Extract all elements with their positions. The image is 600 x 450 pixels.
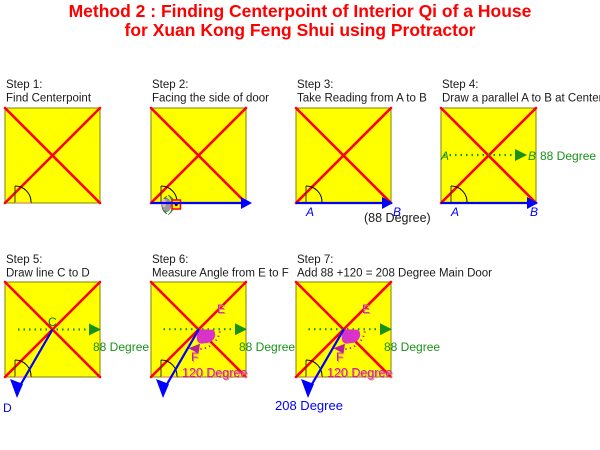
- svg-text:Draw line C to D: Draw line C to D: [6, 268, 90, 280]
- svg-text:Add 88 +120 = 208 Degree Main: Add 88 +120 = 208 Degree Main Door: [297, 268, 492, 280]
- svg-text:for Xuan Kong Feng Shui using: for Xuan Kong Feng Shui using Protractor: [125, 20, 476, 40]
- svg-text:D: D: [3, 401, 12, 415]
- svg-text:Step 5:: Step 5:: [6, 254, 42, 266]
- svg-text:Facing the side of door: Facing the side of door: [152, 93, 269, 105]
- svg-text:Measure Angle from E to F: Measure Angle from E to F: [152, 268, 289, 280]
- svg-text:E: E: [362, 302, 370, 316]
- svg-text:120 Degree: 120 Degree: [327, 366, 392, 380]
- svg-text:B: B: [530, 205, 538, 219]
- svg-text:Step 7:: Step 7:: [297, 254, 333, 266]
- svg-text:Step 3:: Step 3:: [297, 79, 333, 91]
- svg-text:B: B: [528, 149, 536, 163]
- svg-text:A: A: [450, 205, 459, 219]
- svg-text:Method 2 : Finding Centerpoint: Method 2 : Finding Centerpoint of Interi…: [69, 1, 532, 21]
- svg-text:88 Degree: 88 Degree: [384, 340, 440, 354]
- svg-text:Step 6:: Step 6:: [152, 254, 188, 266]
- svg-text:Take Reading from A to B: Take Reading from A to B: [297, 93, 427, 105]
- svg-text:(88 Degree): (88 Degree): [364, 211, 431, 225]
- svg-text:88 Degree: 88 Degree: [239, 340, 295, 354]
- svg-text:E: E: [217, 302, 225, 316]
- svg-text:A: A: [440, 149, 449, 163]
- svg-text:Find Centerpoint: Find Centerpoint: [6, 93, 92, 105]
- svg-text:88 Degree: 88 Degree: [93, 340, 149, 354]
- svg-text:208 Degree: 208 Degree: [275, 398, 343, 413]
- svg-text:88 Degree: 88 Degree: [540, 149, 596, 163]
- svg-text:F: F: [336, 350, 343, 364]
- svg-text:A: A: [305, 205, 314, 219]
- svg-text:120 Degree: 120 Degree: [182, 366, 247, 380]
- svg-text:Step 4:: Step 4:: [442, 79, 478, 91]
- svg-text:F: F: [191, 350, 198, 364]
- svg-text:C: C: [48, 315, 57, 329]
- svg-text:Step 1:: Step 1:: [6, 79, 42, 91]
- svg-text:Step 2:: Step 2:: [152, 79, 188, 91]
- svg-text:Draw a parallel A to B at Cent: Draw a parallel A to B at Center: [442, 93, 600, 105]
